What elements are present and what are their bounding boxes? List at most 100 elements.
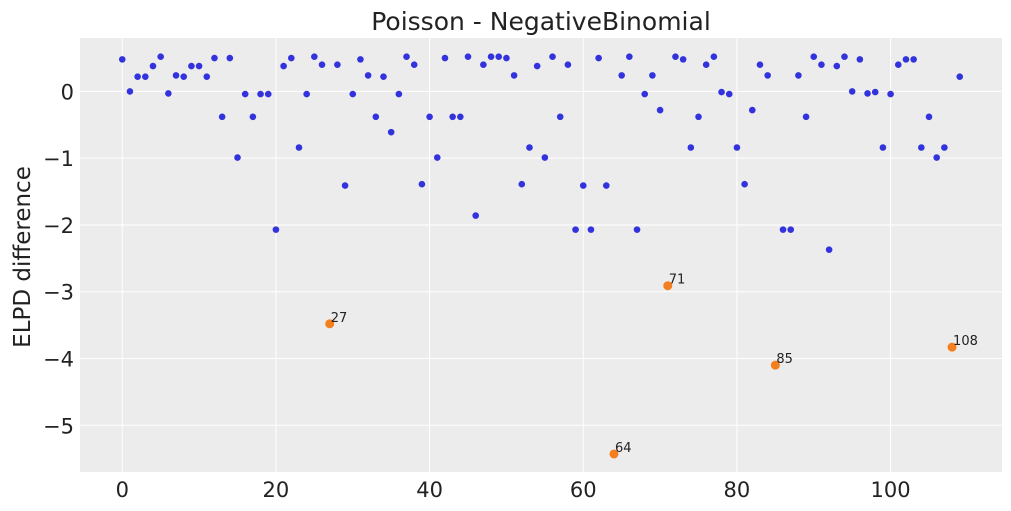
data-point [756,61,764,69]
data-point [818,61,825,69]
data-point [787,226,795,233]
data-point [864,90,871,97]
data-point [364,72,372,79]
grid-lines [80,38,1002,472]
data-point [149,62,157,70]
data-point [165,90,172,97]
chart-title: Poisson - NegativeBinomial [371,7,711,36]
point-annotation: 108 [953,334,978,349]
data-point [725,90,733,98]
data-point [894,61,902,69]
x-tick-label: 100 [871,478,911,502]
data-point [357,56,364,63]
data-point [710,53,718,60]
data-point [887,90,894,98]
data-point [649,72,656,79]
data-point [503,54,510,62]
data-point [779,226,787,233]
data-point [218,113,226,121]
data-point [241,90,249,98]
data-point [195,62,203,70]
y-tick-label: −2 [43,214,74,238]
data-point [741,180,748,188]
data-point [879,144,887,151]
data-point [426,113,433,121]
data-point [848,88,856,95]
data-point [841,53,848,60]
data-point [457,113,464,121]
data-point [464,53,472,60]
data-point [257,90,264,98]
data-point [249,113,257,121]
data-point [480,61,487,69]
data-point [764,72,771,79]
y-tick-label: 0 [61,80,74,104]
data-point [441,54,449,62]
data-point [487,53,495,60]
x-tick-label: 60 [570,478,597,502]
data-point [702,61,710,69]
data-point [672,53,679,60]
data-point [526,144,533,151]
highlighted-point [947,342,957,352]
point-annotation: 85 [776,352,793,367]
data-point [587,226,595,233]
data-point [495,53,503,60]
y-tick-label: −4 [43,347,74,371]
data-point [564,61,572,69]
data-point [295,144,303,151]
data-point [695,113,702,121]
data-point [718,88,725,96]
data-point [618,72,625,79]
data-point [633,226,641,233]
data-point [349,90,357,98]
data-point [334,61,341,69]
data-point [126,88,134,95]
highlighted-point [663,281,673,291]
data-point [856,56,864,63]
data-point [303,90,310,98]
data-point [341,182,349,189]
data-point [449,113,456,121]
highlighted-point [609,449,619,459]
data-point [280,62,287,70]
data-point [910,56,917,63]
data-point [556,113,564,121]
data-point [395,90,403,98]
data-point [603,182,610,189]
data-point [748,106,756,114]
data-point [418,180,426,188]
data-point [287,54,295,62]
x-tick-label: 20 [263,478,290,502]
data-point [833,62,841,70]
data-point [272,226,280,233]
data-point [142,73,149,81]
point-annotations: 27 64 71 85 108 [331,273,978,456]
data-point [956,73,964,81]
data-point [180,73,188,81]
highlighted-point [325,319,335,329]
data-point [802,113,810,121]
y-axis-label: ELPD difference [10,166,36,348]
data-point [918,144,925,151]
data-point [902,56,910,63]
data-point [203,73,211,81]
data-point [157,53,164,60]
point-annotation: 71 [669,273,686,288]
data-point [679,56,687,63]
data-points [118,53,964,459]
data-point [925,113,933,121]
data-point [518,180,526,188]
x-tick-labels: 0 20 40 60 80 100 [116,478,911,502]
plot-area [80,38,1002,472]
highlighted-point [770,360,780,370]
data-point [318,61,326,69]
data-point [871,88,879,96]
point-annotation: 27 [331,311,348,326]
data-point [810,53,818,60]
data-point [372,113,380,121]
data-point [941,144,948,151]
data-point [595,54,602,62]
data-point [264,90,272,98]
